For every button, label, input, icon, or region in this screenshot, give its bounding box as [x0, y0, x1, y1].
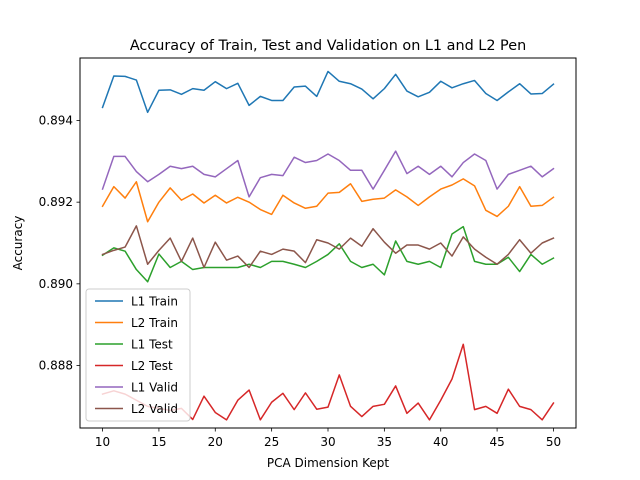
- x-tick-label: 45: [489, 435, 504, 449]
- y-tick-label: 0.894: [39, 113, 73, 127]
- series-line-l1-train: [101, 70, 555, 114]
- legend-label-l2-train: L2 Train: [131, 316, 178, 330]
- series-line-l2-train: [101, 178, 555, 223]
- y-axis: 0.888 0.890 0.892 0.894: [39, 113, 80, 373]
- x-tick-label: 30: [320, 435, 335, 449]
- x-axis: 10 15 20 25 30 35 40 45 50: [95, 428, 561, 449]
- chart-title: Accuracy of Train, Test and Validation o…: [130, 38, 526, 54]
- y-tick-label: 0.892: [39, 195, 73, 209]
- x-tick-label: 50: [546, 435, 561, 449]
- x-tick-label: 35: [377, 435, 392, 449]
- legend: L1 Train L2 Train L1 Test L2 Test L1 Valid L2…: [85, 288, 191, 422]
- y-axis-label: Accuracy: [11, 216, 25, 271]
- legend-label-l1-valid: L1 Valid: [131, 381, 178, 395]
- y-tick-label: 0.888: [39, 359, 73, 373]
- x-tick-label: 40: [433, 435, 448, 449]
- legend-label-l1-test: L1 Test: [131, 338, 173, 352]
- series-line-l2-valid: [101, 225, 555, 269]
- x-tick-label: 15: [151, 435, 166, 449]
- x-tick-label: 25: [264, 435, 279, 449]
- x-tick-label: 20: [208, 435, 223, 449]
- y-tick-label: 0.890: [39, 277, 73, 291]
- x-tick-label: 10: [95, 435, 110, 449]
- legend-label-l2-test: L2 Test: [131, 359, 173, 373]
- x-axis-label: PCA Dimension Kept: [267, 456, 390, 470]
- series-line-l1-valid: [101, 150, 555, 198]
- legend-label-l2-valid: L2 Valid: [131, 402, 178, 416]
- series-line-l1-test: [101, 225, 555, 283]
- legend-label-l1-train: L1 Train: [131, 295, 178, 309]
